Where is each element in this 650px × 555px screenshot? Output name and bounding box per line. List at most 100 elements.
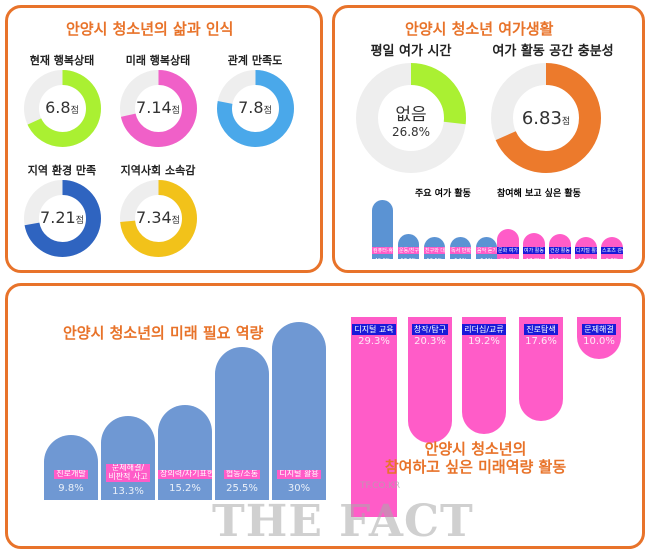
bar-label: 디지털 활동 — [575, 247, 597, 254]
bar-value: 17.3% — [398, 258, 419, 259]
bar: 컴퓨터·휴대폰 동영상 시청 40.6% — [372, 200, 393, 259]
donut-value: 7.14점 — [123, 98, 193, 117]
space-label: 여가 활동 공간 충분성 — [492, 44, 614, 59]
wanted-leisure-title: 참여해 보고 싶은 활동 — [497, 189, 581, 199]
bar-value: 20.4% — [497, 258, 519, 259]
unit-text: 점 — [171, 216, 180, 226]
bar: 건강 활동 17.4% — [549, 233, 571, 259]
panel-title: 안양시 청소년 여가생활 — [405, 20, 554, 38]
weekday-donut — [356, 63, 466, 173]
wanted-bar: 리더십/교류 19.2% — [462, 317, 506, 435]
bar-value: 29.3% — [358, 336, 390, 347]
bar-value: 10.0% — [583, 336, 615, 347]
bar-value: 17.4% — [549, 258, 571, 259]
bar-label: 진로개발 — [54, 470, 88, 479]
bar-label: 디지털 활용 — [277, 470, 321, 479]
bar-value: 6.1% — [476, 258, 497, 259]
donut-label: 지역 환경 만족 — [27, 164, 97, 177]
space-value: 6.83점 — [506, 108, 586, 129]
bar-label: 독서 만화 보기 — [450, 247, 471, 254]
value-text: 7.34 — [136, 208, 172, 227]
bar-label: 디지털 교육 — [352, 324, 396, 335]
donut-chart — [23, 179, 101, 257]
value-text: 6.8 — [45, 98, 71, 117]
bar-label: 창의력/자기표현 — [158, 470, 212, 479]
bar-value: 10.3% — [575, 258, 597, 259]
donut-fill — [491, 63, 601, 173]
donut-value: 7.21점 — [27, 208, 97, 227]
bar-value: 30% — [287, 483, 311, 494]
bar: 디지털 활동 10.3% — [575, 237, 597, 259]
unit-text: 점 — [171, 106, 180, 116]
donut-fill — [23, 179, 101, 257]
wanted-title: 안양시 청소년의 참여하고 싶은 미래역량 활동 — [368, 440, 583, 476]
bar: 친구와 대화 12.5% — [424, 237, 445, 259]
need-bar: 디지털 활용 30% — [272, 322, 326, 500]
main-leisure-title: 주요 여가 활동 — [415, 189, 471, 199]
percent-text: 26.8% — [391, 125, 431, 139]
bar-label: 문화 여가 — [497, 246, 519, 254]
bar: 여가 활동 17.8% — [523, 233, 545, 259]
value-text: 7.21 — [40, 208, 76, 227]
bar-label: 진로탐색 — [524, 324, 558, 335]
donut-value: 7.8점 — [220, 98, 290, 117]
bar-label: 여가 활동 — [523, 246, 545, 254]
donut-value: 6.8점 — [27, 98, 97, 117]
value-text: 7.8 — [238, 98, 264, 117]
bar-value: 19.2% — [468, 336, 500, 347]
value-text: 없음 — [395, 105, 427, 125]
bar-label: 음악 듣기 — [476, 247, 497, 254]
bar-value: 15.2% — [169, 482, 201, 494]
bar: 음악 듣기 6.1% — [476, 237, 497, 259]
bar-label: 컴퓨터·휴대폰 동영상 시청 — [372, 246, 393, 254]
unit-text: 점 — [70, 106, 79, 116]
need-bar: 창의력/자기표현 15.2% — [158, 404, 212, 500]
weekday-label: 평일 여가 시간 — [370, 44, 452, 59]
bar-label: 건강 활동 — [549, 246, 571, 254]
donut-chart — [216, 69, 294, 147]
wanted-bar: 진로탐색 17.6% — [519, 317, 563, 422]
need-bar: 문제해결/ 비판적 사고 13.3% — [101, 415, 155, 500]
donut-fill — [356, 63, 466, 173]
donut-value: 7.34점 — [123, 208, 193, 227]
bar-value: 9.8% — [58, 482, 84, 494]
unit-text: 점 — [263, 106, 272, 116]
donut-fill — [119, 69, 197, 147]
wanted-bar: 문제해결 10.0% — [577, 317, 621, 359]
bar-label: 협동/소통 — [223, 470, 261, 479]
bar-value: 17.8% — [523, 258, 545, 259]
bar: 운동/친구 만남 17.3% — [398, 233, 419, 259]
bar-label: 창작/탐구 — [411, 324, 449, 335]
bar-value: 12.5% — [424, 258, 445, 259]
bar-value: 20.3% — [414, 336, 446, 347]
wanted-title-line2: 참여하고 싶은 미래역량 활동 — [384, 458, 567, 476]
donut-chart — [119, 179, 197, 257]
bar-value: 6.1% — [450, 258, 471, 259]
need-bar: 협동/소통 25.5% — [215, 347, 269, 500]
bar-label: 문제해결/ 비판적 사고 — [106, 463, 150, 482]
panel-title: 안양시 청소년의 미래 필요 역량 — [63, 324, 264, 342]
watermark: THE FACT — [212, 496, 474, 547]
space-donut — [491, 63, 601, 173]
donut-label: 관계 만족도 — [227, 54, 283, 67]
wanted-bar: 디지털 교육 29.3% — [351, 317, 397, 518]
donut-chart — [119, 69, 197, 147]
bar: 독서 만화 보기 6.1% — [450, 237, 471, 259]
bar: 스포츠 관람 9.8% — [601, 237, 623, 259]
bar-value: 40.6% — [372, 258, 393, 259]
donut-fill — [119, 179, 197, 257]
donut-label: 현재 행복상태 — [29, 54, 95, 67]
unit-text: 점 — [75, 216, 84, 226]
watermark-small: TF.CO.KR — [360, 481, 401, 491]
bar-value: 17.6% — [525, 336, 557, 347]
donut-fill — [23, 69, 101, 147]
donut-fill — [216, 69, 294, 147]
bar-label: 운동/친구 만남 — [398, 246, 419, 254]
bar-label: 리더십/교류 — [462, 324, 506, 335]
weekday-value: 없음 26.8% — [371, 100, 451, 139]
need-bar: 진로개발 9.8% — [44, 435, 98, 500]
bar: 문화 여가 20.4% — [497, 229, 519, 259]
bar-value: 25.5% — [226, 482, 258, 494]
value-text: 7.14 — [136, 98, 172, 117]
bar-value: 9.8% — [601, 258, 623, 259]
